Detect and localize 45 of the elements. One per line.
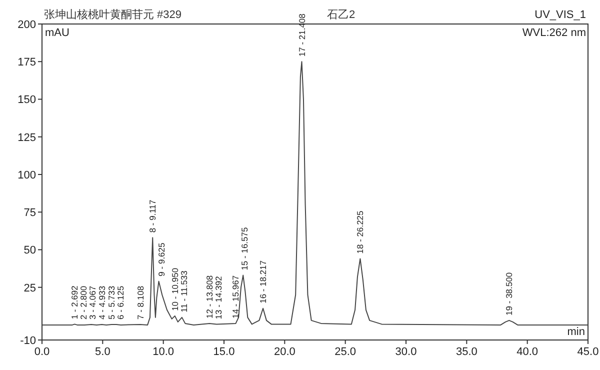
annotation: 15 - 16.575	[240, 227, 250, 270]
annotation: 10 - 10.950	[170, 268, 180, 311]
annotation: 12 - 13.808	[204, 275, 215, 318]
y-tick-label: 25	[24, 282, 36, 294]
y-tick-label: 150	[18, 94, 36, 106]
y-tick-label: 175	[18, 56, 36, 69]
annotation: 13 - 14.392	[214, 276, 224, 320]
x-tick-label: 40.0	[516, 346, 538, 358]
x-tick-label: 35.0	[456, 346, 478, 358]
annotation: 16 - 18.217	[258, 260, 268, 304]
chart-title: 张坤山核桃叶黄酮苷元 #329	[44, 8, 182, 21]
chart-subtitle: 石乙2	[327, 9, 356, 21]
x-axis-title: min	[567, 326, 585, 338]
annotation: 2 - 2.800	[78, 286, 89, 320]
annotation: 8 - 9.117	[148, 199, 158, 233]
annotation: 11 - 11.533	[178, 270, 189, 312]
line-series	[42, 61, 588, 326]
y-tick-label: 125	[18, 132, 36, 144]
annotation: 18 - 26.225	[355, 210, 366, 254]
annotation: 7 - 8.108	[135, 286, 146, 320]
x-tick-label: 0.0	[34, 346, 50, 358]
x-tick-label: 30.0	[395, 346, 417, 358]
annotation: 3 - 4.067	[88, 286, 98, 320]
annotation: 9 - 9.625	[156, 242, 167, 276]
x-tick-label: 20.0	[274, 346, 296, 358]
annotation: 1 - 2.692	[70, 285, 80, 320]
text: UV_VIS_1	[534, 9, 586, 21]
y-axis-title: mAU	[45, 27, 70, 39]
annotation: 17 - 21.408	[296, 13, 307, 57]
annotation: 14 - 15.967	[230, 275, 241, 318]
x-tick-label: 15.0	[213, 346, 235, 358]
x-tick-label: 25.0	[334, 346, 356, 358]
y-tick-label: 100	[18, 169, 36, 182]
x-tick-label: 10.0	[152, 346, 174, 358]
x-tick-label: 45.0	[577, 346, 599, 358]
annotation: 19 - 38.500	[504, 272, 514, 316]
y-tick-label: 50	[24, 244, 36, 257]
y-tick-label: 200	[18, 19, 36, 31]
y-tick-label: 75	[24, 207, 36, 220]
x-tick-label: 5.0	[95, 346, 110, 358]
y-tick-label: -10	[20, 335, 36, 347]
annotation: 5 - 5.733	[106, 286, 117, 320]
annotation: 4 - 4.933	[96, 286, 107, 320]
annotation: 6 - 6.125	[116, 286, 126, 320]
annotation: WVL:262 nm	[522, 27, 586, 39]
